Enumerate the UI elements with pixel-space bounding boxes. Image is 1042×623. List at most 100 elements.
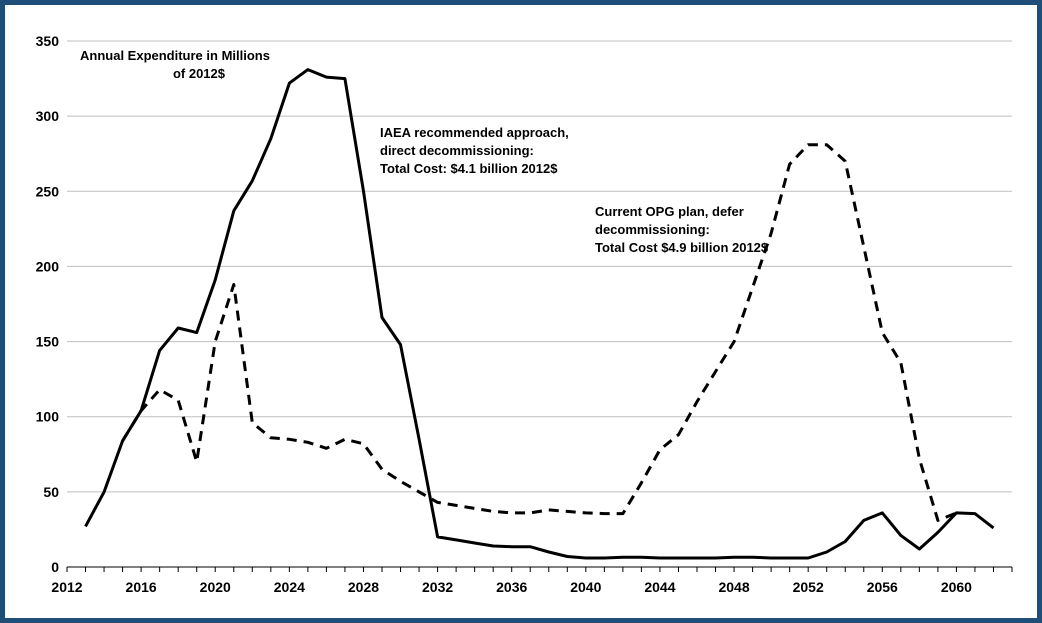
gridlines (67, 41, 1012, 492)
x-tick-label: 2036 (496, 579, 527, 595)
data-point (751, 286, 755, 290)
x-tick-label: 2016 (126, 579, 157, 595)
x-tick-label: 2032 (422, 579, 453, 595)
data-point (639, 555, 643, 559)
data-point (806, 556, 810, 560)
data-point (491, 509, 495, 513)
annotation-text: direct decommissioning: (380, 143, 534, 158)
data-point (84, 524, 88, 528)
data-point (324, 446, 328, 450)
data-point (510, 511, 514, 515)
data-point (158, 349, 162, 353)
data-point (677, 556, 681, 560)
y-tick-label: 100 (36, 409, 60, 425)
x-tick-label: 2040 (570, 579, 601, 595)
y-axis-ticks: 0 50 100 150 200 250 300 350 (36, 33, 60, 575)
data-point (658, 556, 662, 560)
data-point (343, 77, 347, 81)
annotation-text: Current OPG plan, defer (595, 204, 744, 219)
data-point (565, 509, 569, 513)
data-point (380, 467, 384, 471)
x-axis-ticks: 2012 2016 2020 2024 2028 2032 2036 2040 2044 2048… (51, 567, 1012, 595)
data-point (139, 409, 143, 413)
data-point (602, 556, 606, 560)
data-point (176, 326, 180, 330)
annotation-text: IAEA recommended approach, (380, 125, 569, 140)
data-point (547, 550, 551, 554)
data-point (491, 544, 495, 548)
data-point (677, 433, 681, 437)
annotation-text: Total Cost: $4.1 billion 2012$ (380, 161, 558, 176)
data-point (324, 75, 328, 79)
data-point (992, 526, 996, 530)
data-point (454, 538, 458, 542)
data-point (436, 500, 440, 504)
annotation-text: Total Cost $4.9 billion 2012$ (595, 240, 769, 255)
data-point (602, 512, 606, 516)
data-point (954, 511, 958, 515)
data-point (917, 547, 921, 551)
data-point (306, 68, 310, 72)
data-point (714, 370, 718, 374)
data-point (362, 189, 366, 193)
data-point (232, 283, 236, 287)
data-point (695, 556, 699, 560)
data-point (528, 545, 532, 549)
data-point (936, 518, 940, 522)
data-point (417, 437, 421, 441)
data-point (584, 556, 588, 560)
x-tick-label: 2028 (348, 579, 379, 595)
data-point (121, 439, 125, 443)
data-point (102, 490, 106, 494)
data-point (399, 343, 403, 347)
data-point (269, 137, 273, 141)
data-point (880, 511, 884, 515)
data-point (843, 540, 847, 544)
data-point (899, 361, 903, 365)
data-point (788, 556, 792, 560)
data-point (473, 541, 477, 545)
data-point (213, 340, 217, 344)
data-point (399, 479, 403, 483)
annotations: Annual Expenditure in Millions of 2012$ IA… (80, 48, 769, 255)
data-point (769, 231, 773, 235)
data-point (973, 512, 977, 516)
data-point (732, 340, 736, 344)
y-tick-label: 250 (36, 183, 60, 199)
data-point (195, 331, 199, 335)
data-point (769, 556, 773, 560)
series-line-solid (86, 70, 994, 558)
x-tick-label: 2012 (51, 579, 82, 595)
y-tick-label: 150 (36, 334, 60, 350)
x-tick-label: 2060 (941, 579, 972, 595)
data-point (250, 421, 254, 425)
data-point (751, 555, 755, 559)
data-point (565, 555, 569, 559)
annotation-text: of 2012$ (173, 66, 226, 81)
data-point (899, 533, 903, 537)
y-tick-label: 200 (36, 258, 60, 274)
data-point (473, 506, 477, 510)
data-point (695, 400, 699, 404)
x-tick-label: 2044 (644, 579, 675, 595)
annotation-text: Annual Expenditure in Millions (80, 48, 270, 63)
x-tick-label: 2056 (867, 579, 898, 595)
data-point (639, 481, 643, 485)
x-tick-label: 2020 (200, 579, 231, 595)
data-point (621, 512, 625, 516)
data-point (843, 159, 847, 163)
data-point (584, 511, 588, 515)
data-point (825, 143, 829, 147)
data-point (287, 81, 291, 85)
data-point (917, 457, 921, 461)
x-tick-label: 2024 (274, 579, 305, 595)
data-point (362, 442, 366, 446)
annotation-text: decommissioning: (595, 222, 710, 237)
data-point (380, 316, 384, 320)
x-tick-label: 2048 (718, 579, 749, 595)
y-tick-label: 300 (36, 108, 60, 124)
x-tick-label: 2052 (793, 579, 824, 595)
data-point (343, 437, 347, 441)
data-point (658, 448, 662, 452)
